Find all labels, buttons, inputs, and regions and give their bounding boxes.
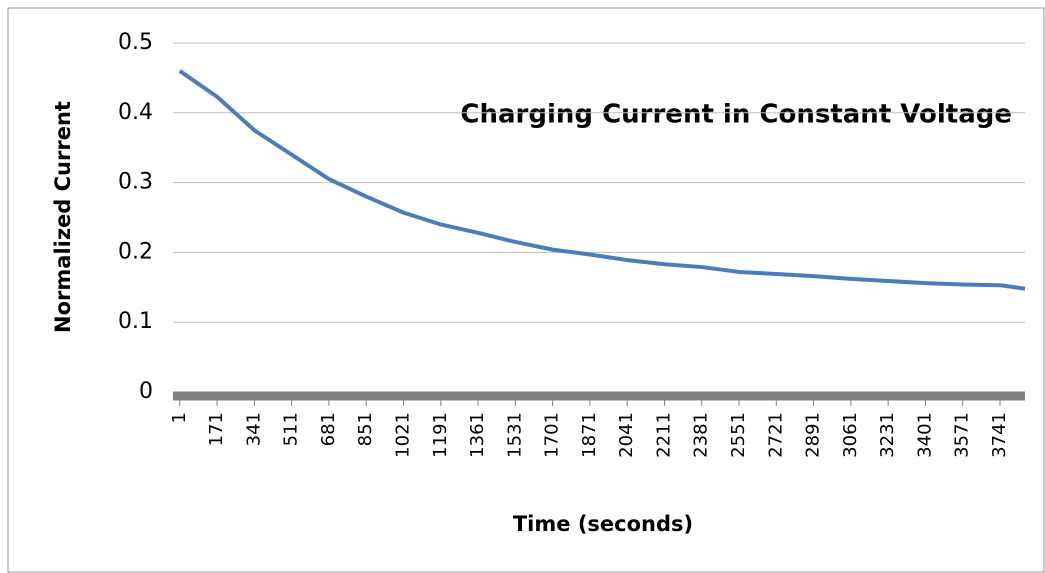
- x-tick-label: 1701: [542, 412, 563, 458]
- x-tick-label: 3401: [914, 412, 935, 458]
- y-tick-label: 0.4: [118, 100, 153, 125]
- x-tick-label: 171: [206, 412, 227, 446]
- y-tick-label: 0.3: [118, 170, 153, 195]
- x-tick-label: 2381: [691, 412, 712, 458]
- data-line: [178, 69, 1026, 291]
- x-tick-label: 2721: [765, 412, 786, 458]
- chart-border: [7, 7, 1045, 573]
- x-tick-label: 1191: [430, 412, 451, 458]
- y-axis-label: Normalized Current: [51, 101, 75, 333]
- x-tick-label: 3571: [952, 412, 973, 458]
- x-tick-label: 3061: [840, 412, 861, 458]
- x-axis-label: Time (seconds): [513, 512, 693, 536]
- x-tick-label: 511: [281, 412, 302, 446]
- x-tick-label: 2551: [728, 412, 749, 458]
- x-tick-label: 1871: [579, 412, 600, 458]
- x-tick-label: 681: [318, 412, 339, 446]
- x-tick-label: 2041: [616, 412, 637, 458]
- x-tick-label: 2211: [653, 412, 674, 458]
- x-tick-label: 1361: [467, 412, 488, 458]
- x-tick-label: 341: [243, 412, 264, 446]
- y-tick-label: 0.5: [118, 30, 153, 55]
- y-tick-label: 0: [139, 379, 153, 404]
- x-tick-label: 2891: [803, 412, 824, 458]
- x-tick-label: 1: [169, 412, 190, 423]
- y-tick-label: 0.1: [118, 309, 153, 334]
- x-tick-label: 1021: [392, 412, 413, 458]
- x-tick-label: 1531: [504, 412, 525, 458]
- y-tick-label: 0.2: [118, 239, 153, 264]
- x-tick-label: 3231: [877, 412, 898, 458]
- x-tick-label: 3741: [989, 412, 1010, 458]
- chart-title: Charging Current in Constant Voltage: [460, 100, 1012, 130]
- x-tick-label: 851: [355, 412, 376, 446]
